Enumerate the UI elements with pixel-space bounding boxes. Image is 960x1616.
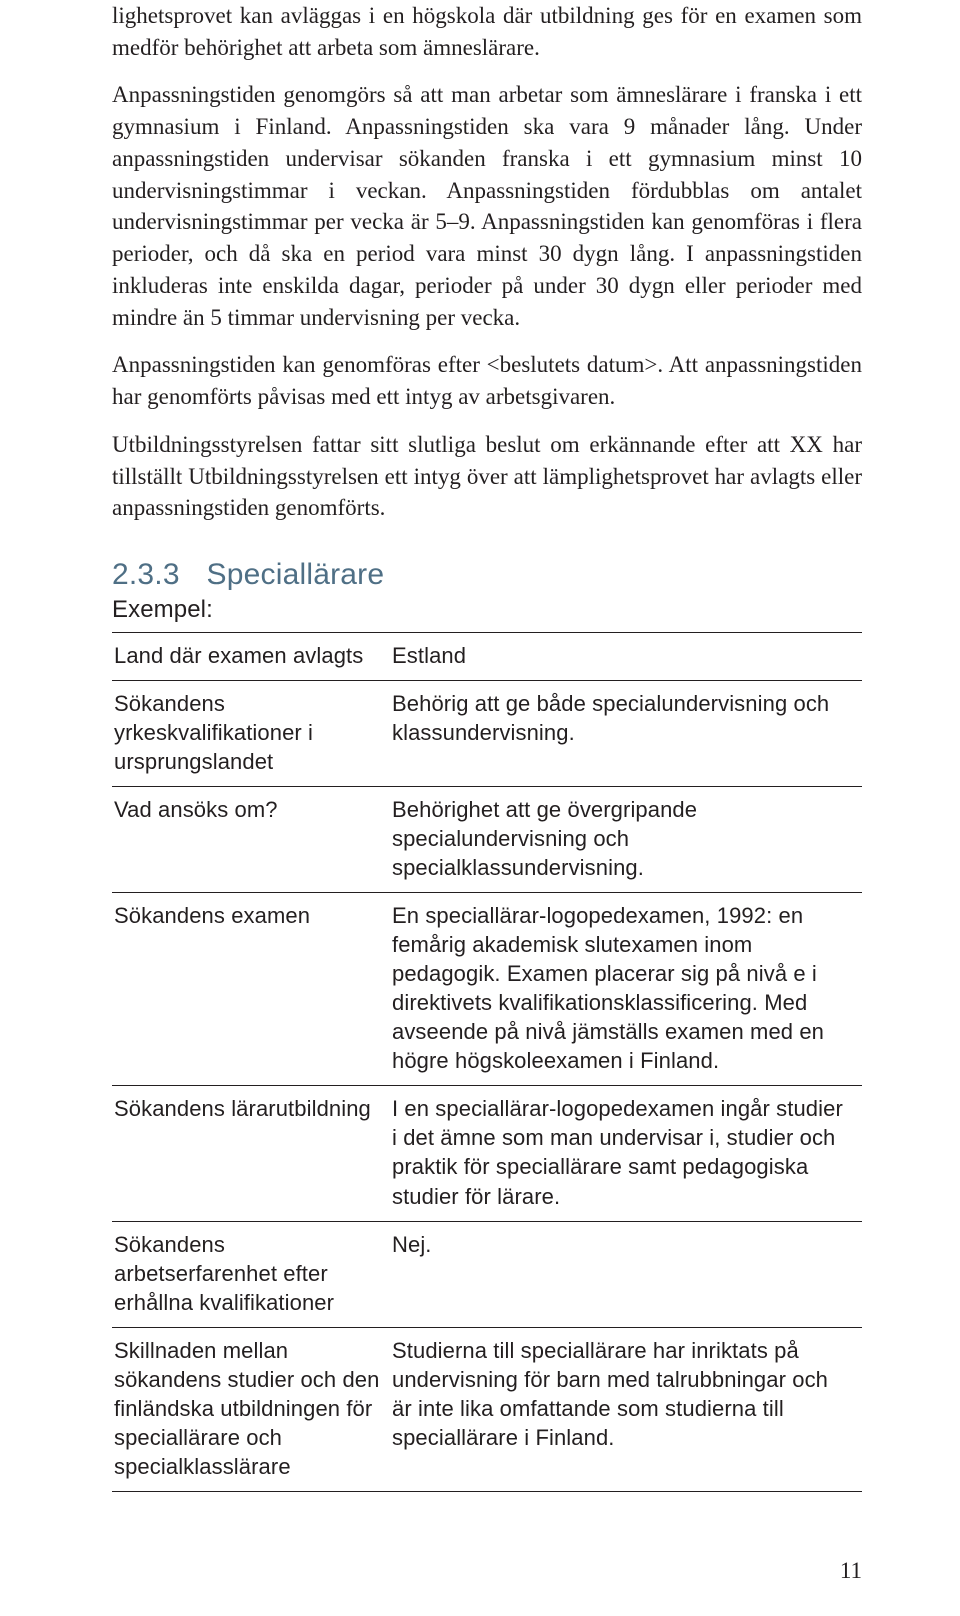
table-row: Vad ansöks om? Behörighet att ge övergri… xyxy=(112,787,862,893)
table-row: Sökandens examen En speciallärar-logoped… xyxy=(112,893,862,1086)
table-row: Sökandens lärarutbildning I en speciallä… xyxy=(112,1086,862,1221)
table-row: Skillnaden mellan sökandens studier och … xyxy=(112,1327,862,1491)
table-row: Sökandens arbetserfarenhet efter erhålln… xyxy=(112,1221,862,1327)
page-number: 11 xyxy=(840,1558,862,1584)
table-value: Nej. xyxy=(390,1221,862,1327)
exempel-label: Exempel: xyxy=(112,596,862,624)
table-key: Skillnaden mellan sökandens studier och … xyxy=(112,1327,390,1491)
section-heading: 2.3.3 Speciallärare xyxy=(112,558,862,592)
paragraph-2: Anpassningstiden genomgörs så att man ar… xyxy=(112,79,862,333)
table-value: Behörig att ge både specialundervisning … xyxy=(390,681,862,787)
table-value: Behörighet att ge övergripande specialun… xyxy=(390,787,862,893)
section-title: Speciallärare xyxy=(207,558,385,591)
table-key: Land där examen avlagts xyxy=(112,633,390,681)
table-key: Sökandens yrkeskvalifikationer i ursprun… xyxy=(112,681,390,787)
table-value: I en speciallärar-logopedexamen ingår st… xyxy=(390,1086,862,1221)
table-value: Estland xyxy=(390,633,862,681)
paragraph-3: Anpassningstiden kan genomföras efter <b… xyxy=(112,349,862,412)
table-key: Vad ansöks om? xyxy=(112,787,390,893)
paragraph-4: Utbildningsstyrelsen fattar sitt slutlig… xyxy=(112,429,862,524)
exempel-table: Land där examen avlagts Estland Sökanden… xyxy=(112,632,862,1492)
page: lighetsprovet kan avläggas i en högskola… xyxy=(0,0,960,1616)
table-key: Sökandens lärarutbildning xyxy=(112,1086,390,1221)
table-row: Land där examen avlagts Estland xyxy=(112,633,862,681)
table-value: En speciallärar-logopedexamen, 1992: en … xyxy=(390,893,862,1086)
paragraph-1: lighetsprovet kan avläggas i en högskola… xyxy=(112,0,862,63)
table-row: Sökandens yrkeskvalifikationer i ursprun… xyxy=(112,681,862,787)
table-key: Sökandens examen xyxy=(112,893,390,1086)
section-number: 2.3.3 xyxy=(112,558,198,592)
table-key: Sökandens arbetserfarenhet efter erhålln… xyxy=(112,1221,390,1327)
table-value: Studierna till speciallärare har inrikta… xyxy=(390,1327,862,1491)
